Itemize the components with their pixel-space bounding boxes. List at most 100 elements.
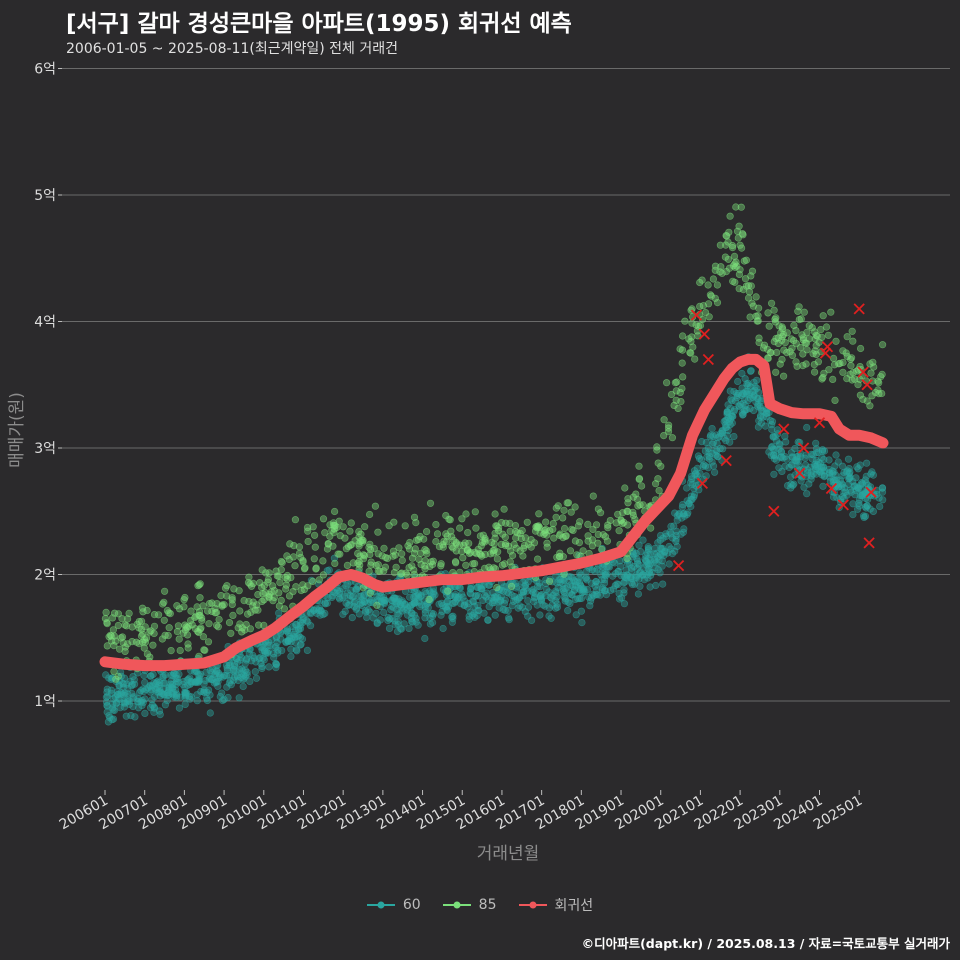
- point-60: [365, 595, 373, 603]
- point-60: [744, 397, 752, 405]
- point-85: [269, 597, 277, 605]
- point-60: [838, 480, 846, 488]
- point-60: [465, 615, 473, 623]
- point-85: [624, 499, 632, 507]
- point-85: [180, 603, 188, 611]
- point-85: [459, 554, 467, 562]
- point-85: [832, 337, 840, 345]
- point-85: [160, 616, 168, 624]
- point-60: [720, 418, 728, 426]
- point-85: [191, 613, 199, 622]
- point-60: [536, 611, 544, 619]
- point-85: [249, 598, 257, 606]
- point-85: [511, 521, 520, 530]
- point-60: [480, 609, 488, 617]
- point-60: [839, 493, 847, 501]
- point-85: [810, 368, 819, 376]
- point-85: [520, 541, 529, 550]
- point-60: [705, 455, 714, 463]
- point-60: [362, 608, 370, 616]
- point-60: [639, 536, 647, 544]
- point-60: [668, 549, 677, 558]
- point-60: [293, 647, 301, 655]
- point-85: [834, 360, 843, 368]
- point-85: [469, 560, 477, 568]
- point-85: [269, 582, 277, 590]
- point-60: [853, 463, 861, 471]
- point-85: [225, 618, 234, 627]
- point-60: [603, 570, 611, 578]
- point-85: [442, 530, 450, 538]
- point-85: [735, 270, 744, 279]
- point-60: [591, 582, 599, 590]
- point-85: [866, 360, 874, 368]
- point-85: [398, 556, 406, 565]
- point-85: [229, 611, 237, 620]
- point-85: [425, 595, 433, 604]
- point-85: [405, 563, 413, 572]
- point-85: [713, 281, 722, 289]
- point-60: [350, 602, 358, 611]
- page-title: [서구] 갈마 경성큰마을 아파트(1995) 회귀선 예측: [66, 11, 572, 37]
- point-85: [256, 579, 264, 587]
- point-60: [287, 645, 295, 653]
- point-60: [683, 497, 691, 505]
- point-60: [235, 694, 243, 702]
- point-85: [759, 344, 768, 352]
- point-60: [749, 406, 758, 415]
- point-60: [659, 580, 667, 588]
- point-60: [344, 580, 352, 588]
- point-85: [236, 607, 244, 615]
- point-60: [638, 571, 647, 580]
- point-60: [186, 674, 194, 682]
- point-85: [398, 550, 406, 558]
- point-60: [846, 468, 854, 476]
- point-85: [799, 334, 807, 342]
- point-85: [552, 513, 560, 521]
- point-85: [403, 571, 411, 579]
- point-60: [181, 700, 189, 709]
- point-60: [519, 578, 527, 586]
- legend-label-regression: 회귀선: [554, 898, 594, 914]
- point-85: [846, 355, 855, 363]
- legend-key-60: [366, 901, 395, 909]
- point-60: [317, 607, 325, 615]
- point-85: [135, 639, 143, 648]
- point-60: [551, 604, 560, 612]
- point-60: [120, 698, 128, 706]
- point-60: [331, 589, 339, 597]
- point-60: [653, 549, 661, 557]
- point-85: [856, 344, 865, 353]
- point-60: [566, 599, 574, 608]
- point-85: [355, 527, 363, 536]
- point-60: [412, 614, 420, 622]
- point-60: [307, 608, 315, 617]
- point-60: [298, 635, 307, 643]
- point-85: [376, 567, 384, 575]
- point-85: [339, 523, 347, 531]
- point-60: [681, 512, 689, 520]
- point-85: [382, 553, 390, 562]
- point-85: [623, 554, 631, 563]
- point-85: [277, 557, 286, 566]
- point-60: [712, 446, 720, 454]
- point-85: [331, 507, 339, 516]
- point-85: [149, 641, 157, 649]
- point-60: [352, 586, 360, 594]
- point-60: [559, 585, 567, 593]
- point-60: [644, 544, 653, 553]
- point-85: [562, 532, 570, 540]
- point-60: [576, 594, 584, 603]
- point-60: [705, 448, 713, 456]
- point-60: [744, 379, 752, 388]
- point-60: [734, 377, 742, 386]
- point-60: [137, 687, 145, 695]
- point-85: [716, 241, 725, 249]
- point-60: [568, 574, 577, 582]
- point-85: [161, 587, 169, 595]
- point-85: [465, 549, 474, 558]
- point-60: [652, 581, 660, 590]
- point-60: [683, 484, 691, 492]
- point-60: [348, 613, 356, 622]
- point-60: [879, 496, 887, 504]
